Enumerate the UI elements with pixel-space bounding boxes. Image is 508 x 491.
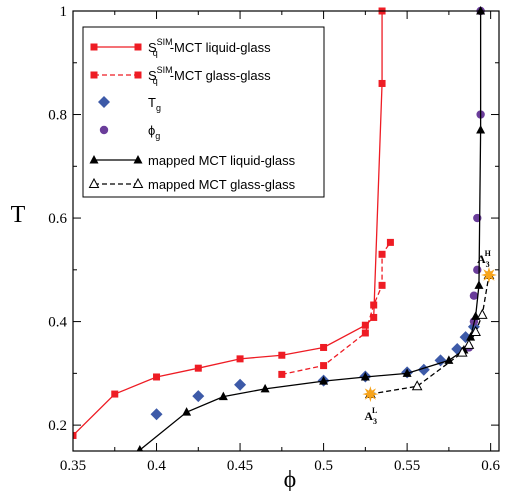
legend-marker xyxy=(132,177,144,188)
data-point xyxy=(378,79,386,87)
data-point xyxy=(444,355,454,364)
annotation-layer: A3L A3H xyxy=(362,249,497,426)
series-4 xyxy=(136,6,486,451)
data-point xyxy=(476,308,488,319)
legend-marker xyxy=(90,43,98,51)
data-point xyxy=(361,329,369,337)
y-tick-label: 0.2 xyxy=(48,418,67,434)
data-point xyxy=(463,338,475,349)
critical-point-star xyxy=(481,267,497,283)
data-point xyxy=(456,346,468,357)
y-tick-label: 1 xyxy=(60,4,68,20)
data-point xyxy=(73,431,77,439)
legend-label: Tg xyxy=(148,95,161,113)
data-point xyxy=(370,301,378,309)
legend-label: SSIM q -MCT glass-glass xyxy=(148,65,271,86)
y-tick-label: 0.4 xyxy=(48,315,67,331)
data-point xyxy=(182,407,192,416)
data-point xyxy=(361,321,369,329)
data-point xyxy=(236,355,244,363)
series-3 xyxy=(464,6,485,352)
legend-entry-1: SSIM q -MCT glass-glass xyxy=(90,65,271,86)
legend-label: mapped MCT liquid-glass xyxy=(148,153,296,168)
series-5 xyxy=(365,268,495,399)
critical-point-label: A3L xyxy=(364,406,377,426)
legend-marker xyxy=(88,177,100,188)
series-layer xyxy=(73,6,495,451)
data-point xyxy=(136,444,144,451)
axes: 0.35 0.4 0.45 0.5 0.55 0.6 0.2 0.4 0.6 0.8 1 xyxy=(48,4,500,474)
legend-box xyxy=(82,26,325,198)
legend-marker xyxy=(133,155,143,164)
data-point xyxy=(378,281,386,289)
legend-label: mapped MCT glass-glass xyxy=(148,177,296,192)
x-tick-label: 0.4 xyxy=(147,458,166,474)
legend-marker xyxy=(134,43,142,51)
legend-entry-5: mapped MCT glass-glass xyxy=(88,177,296,192)
data-point xyxy=(150,408,163,421)
y-tick-label: 0.6 xyxy=(48,211,67,227)
legend-marker xyxy=(98,96,110,108)
legend-label: SSIM q -MCT liquid-glass xyxy=(148,37,271,58)
legend-label: ϕg xyxy=(148,123,160,141)
x-tick-label: 0.55 xyxy=(394,458,420,474)
data-point xyxy=(319,376,329,385)
critical-point-star xyxy=(362,386,379,403)
data-point xyxy=(278,351,286,359)
legend-marker xyxy=(90,71,98,79)
data-point xyxy=(378,250,386,258)
data-point xyxy=(470,325,481,336)
x-tick-label: 0.45 xyxy=(227,458,253,474)
series-1 xyxy=(278,238,394,378)
legend: SSIM q -MCT liquid-glass SSIM q -MCT glass-gl… xyxy=(82,26,325,198)
x-tick-label: 0.35 xyxy=(60,458,86,474)
legend-entry-3: ϕg xyxy=(99,123,160,141)
data-point xyxy=(402,368,412,377)
x-tick-label: 0.6 xyxy=(481,458,500,474)
data-point xyxy=(370,313,378,321)
legend-entry-4: mapped MCT liquid-glass xyxy=(89,153,296,168)
data-point xyxy=(320,362,328,370)
data-point xyxy=(194,364,202,372)
legend-entry-0: SSIM q -MCT liquid-glass xyxy=(90,37,271,58)
series-line xyxy=(139,11,482,451)
data-point xyxy=(153,373,161,381)
legend-marker xyxy=(89,155,99,164)
legend-marker xyxy=(99,125,109,135)
data-point xyxy=(411,380,423,391)
data-point xyxy=(260,383,270,393)
data-point xyxy=(473,265,482,275)
data-point xyxy=(386,238,394,246)
x-tick-label: 0.5 xyxy=(314,458,333,474)
data-point xyxy=(234,378,247,391)
data-point xyxy=(360,371,370,381)
data-point xyxy=(476,6,486,15)
critical-point-label: A3H xyxy=(477,249,492,269)
data-point xyxy=(278,370,286,378)
plot-frame xyxy=(72,10,500,452)
data-point xyxy=(218,391,228,401)
data-point xyxy=(320,343,328,351)
data-point xyxy=(474,280,484,289)
legend-entry-2: Tg xyxy=(98,95,161,113)
data-point xyxy=(476,125,486,134)
data-point xyxy=(192,390,205,403)
y-tick-label: 0.8 xyxy=(48,108,67,124)
data-point xyxy=(469,291,479,300)
legend-marker xyxy=(134,71,142,79)
x-axis-title: ϕ xyxy=(284,467,297,491)
y-axis-title: T xyxy=(11,202,26,228)
data-point xyxy=(111,390,119,398)
